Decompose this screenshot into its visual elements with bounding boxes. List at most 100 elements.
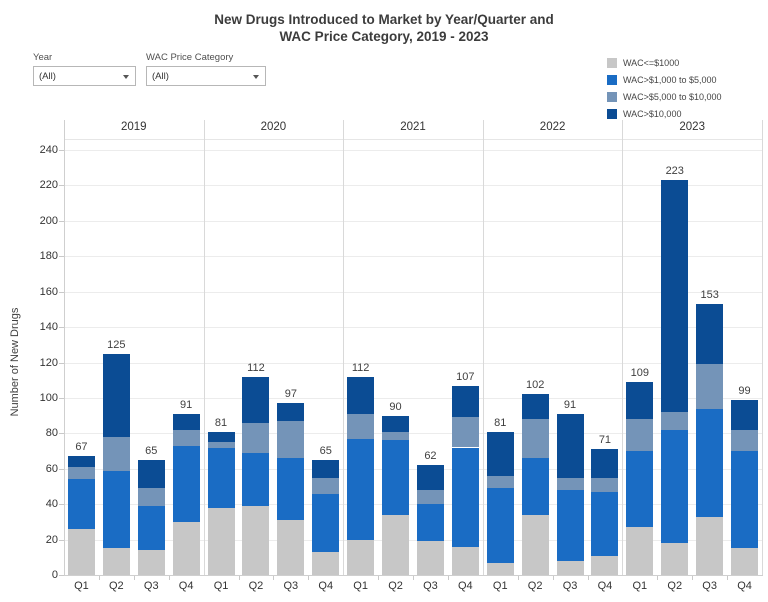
bar-segment-2020-Q1-s3[interactable] (207, 431, 235, 443)
bar-segment-2021-Q2-s1[interactable] (382, 440, 410, 515)
bar-segment-2020-Q4-s1[interactable] (312, 493, 340, 552)
bar-segment-2021-Q4-s3[interactable] (451, 385, 479, 418)
bar-segment-2020-Q1-s2[interactable] (207, 442, 235, 448)
bar-segment-2020-Q2-s0[interactable] (242, 505, 270, 575)
y-axis-line (64, 120, 65, 575)
y-axis-tick (59, 185, 64, 187)
bar-segment-2021-Q4-s1[interactable] (451, 447, 479, 547)
bar-segment-2021-Q1-s2[interactable] (347, 413, 375, 439)
bar-segment-2019-Q1-s0[interactable] (67, 528, 95, 575)
bar-segment-2022-Q1-s2[interactable] (486, 475, 514, 489)
bar-segment-2022-Q3-s0[interactable] (556, 560, 584, 575)
bar-segment-2020-Q2-s1[interactable] (242, 452, 270, 506)
bar-segment-2022-Q3-s3[interactable] (556, 413, 584, 478)
bar-segment-2023-Q4-s0[interactable] (731, 548, 759, 575)
chevron-down-icon[interactable] (123, 75, 129, 79)
bar-segment-2021-Q2-s2[interactable] (382, 431, 410, 441)
bar-segment-2020-Q1-s0[interactable] (207, 507, 235, 575)
bar-segment-2021-Q3-s1[interactable] (416, 504, 444, 542)
bar-segment-2019-Q3-s2[interactable] (137, 488, 165, 506)
bar-segment-2023-Q3-s0[interactable] (696, 516, 724, 575)
bar-segment-2021-Q4-s2[interactable] (451, 417, 479, 448)
bar-segment-2023-Q1-s0[interactable] (626, 527, 654, 575)
quarter-boundary-tick (447, 576, 449, 580)
legend-item-2[interactable]: WAC>$5,000 to $10,000 (607, 88, 722, 105)
bar-segment-2021-Q3-s3[interactable] (416, 465, 444, 490)
bar-segment-2022-Q4-s0[interactable] (591, 555, 619, 575)
bar-segment-2023-Q1-s3[interactable] (626, 381, 654, 420)
bar-segment-2019-Q4-s0[interactable] (172, 521, 200, 575)
bar-segment-2023-Q2-s3[interactable] (661, 180, 689, 413)
bar-segment-2020-Q3-s0[interactable] (277, 520, 305, 575)
bar-segment-2021-Q2-s0[interactable] (382, 514, 410, 575)
bar-segment-2022-Q3-s2[interactable] (556, 477, 584, 490)
bar-segment-2023-Q3-s3[interactable] (696, 304, 724, 365)
bar-segment-2022-Q2-s1[interactable] (521, 458, 549, 515)
bar-segment-2019-Q4-s3[interactable] (172, 413, 200, 430)
bar-segment-2022-Q4-s3[interactable] (591, 449, 619, 478)
panel-divider (482, 120, 484, 575)
bar-segment-2022-Q2-s3[interactable] (521, 394, 549, 420)
bar-segment-2019-Q3-s1[interactable] (137, 505, 165, 551)
bar-segment-2021-Q3-s2[interactable] (416, 490, 444, 505)
bar-segment-2023-Q1-s1[interactable] (626, 451, 654, 528)
bar-segment-2020-Q2-s2[interactable] (242, 422, 270, 453)
bar-segment-2022-Q1-s0[interactable] (486, 562, 514, 575)
bar-segment-2019-Q1-s1[interactable] (67, 479, 95, 529)
y-axis-tick (59, 504, 64, 506)
bar-segment-2023-Q2-s2[interactable] (661, 412, 689, 430)
bar-segment-2021-Q1-s0[interactable] (347, 539, 375, 575)
bar-segment-2019-Q3-s3[interactable] (137, 459, 165, 489)
bar-segment-2019-Q2-s2[interactable] (102, 436, 130, 471)
quarter-boundary-tick (273, 576, 275, 580)
bar-segment-2022-Q1-s3[interactable] (486, 431, 514, 476)
x-label-2020-Q1: Q1 (213, 580, 229, 592)
bar-segment-2022-Q4-s1[interactable] (591, 491, 619, 556)
bar-total-label-2022-Q2: 102 (525, 379, 545, 392)
bar-segment-2022-Q4-s2[interactable] (591, 477, 619, 492)
bar-segment-2022-Q1-s1[interactable] (486, 488, 514, 563)
legend-item-1[interactable]: WAC>$1,000 to $5,000 (607, 71, 722, 88)
legend-item-0[interactable]: WAC<=$1000 (607, 54, 722, 71)
bar-segment-2019-Q2-s0[interactable] (102, 548, 130, 575)
bar-segment-2021-Q3-s0[interactable] (416, 541, 444, 575)
bar-segment-2023-Q4-s3[interactable] (731, 399, 759, 430)
chevron-down-icon[interactable] (253, 75, 259, 79)
bar-segment-2020-Q4-s2[interactable] (312, 477, 340, 494)
bar-segment-2019-Q4-s1[interactable] (172, 445, 200, 522)
bar-segment-2023-Q4-s2[interactable] (731, 429, 759, 452)
bar-segment-2023-Q2-s0[interactable] (661, 543, 689, 575)
bar-segment-2021-Q2-s3[interactable] (382, 415, 410, 432)
wac-filter-dropdown[interactable]: (All) (146, 66, 266, 86)
bar-segment-2023-Q3-s1[interactable] (696, 408, 724, 517)
bar-segment-2023-Q2-s1[interactable] (661, 429, 689, 544)
bar-segment-2020-Q3-s2[interactable] (277, 420, 305, 459)
bar-segment-2019-Q4-s2[interactable] (172, 429, 200, 446)
bar-segment-2019-Q1-s2[interactable] (67, 466, 95, 480)
bar-segment-2020-Q4-s3[interactable] (312, 459, 340, 478)
wac-filter-label: WAC Price Category (146, 52, 234, 63)
bar-segment-2019-Q1-s3[interactable] (67, 456, 95, 467)
bar-segment-2021-Q4-s0[interactable] (451, 546, 479, 575)
legend-item-3[interactable]: WAC>$10,000 (607, 105, 722, 122)
bar-segment-2020-Q3-s1[interactable] (277, 458, 305, 521)
bar-segment-2020-Q1-s1[interactable] (207, 447, 235, 508)
panel-divider (762, 120, 763, 575)
bar-segment-2020-Q3-s3[interactable] (277, 403, 305, 421)
bar-segment-2023-Q3-s2[interactable] (696, 364, 724, 409)
year-filter-dropdown[interactable]: (All) (33, 66, 136, 86)
bar-segment-2022-Q2-s2[interactable] (521, 419, 549, 459)
bar-segment-2020-Q2-s3[interactable] (242, 376, 270, 423)
bar-segment-2019-Q2-s3[interactable] (102, 353, 130, 437)
quarter-boundary-tick (98, 576, 100, 580)
bar-total-label-2023-Q1: 109 (630, 366, 650, 379)
bar-segment-2020-Q4-s0[interactable] (312, 551, 340, 575)
bar-segment-2021-Q1-s1[interactable] (347, 438, 375, 540)
bar-segment-2022-Q3-s1[interactable] (556, 490, 584, 561)
bar-segment-2019-Q3-s0[interactable] (137, 550, 165, 575)
bar-segment-2023-Q4-s1[interactable] (731, 451, 759, 549)
bar-segment-2022-Q2-s0[interactable] (521, 514, 549, 575)
bar-segment-2023-Q1-s2[interactable] (626, 419, 654, 452)
bar-segment-2021-Q1-s3[interactable] (347, 376, 375, 414)
bar-segment-2019-Q2-s1[interactable] (102, 470, 130, 549)
